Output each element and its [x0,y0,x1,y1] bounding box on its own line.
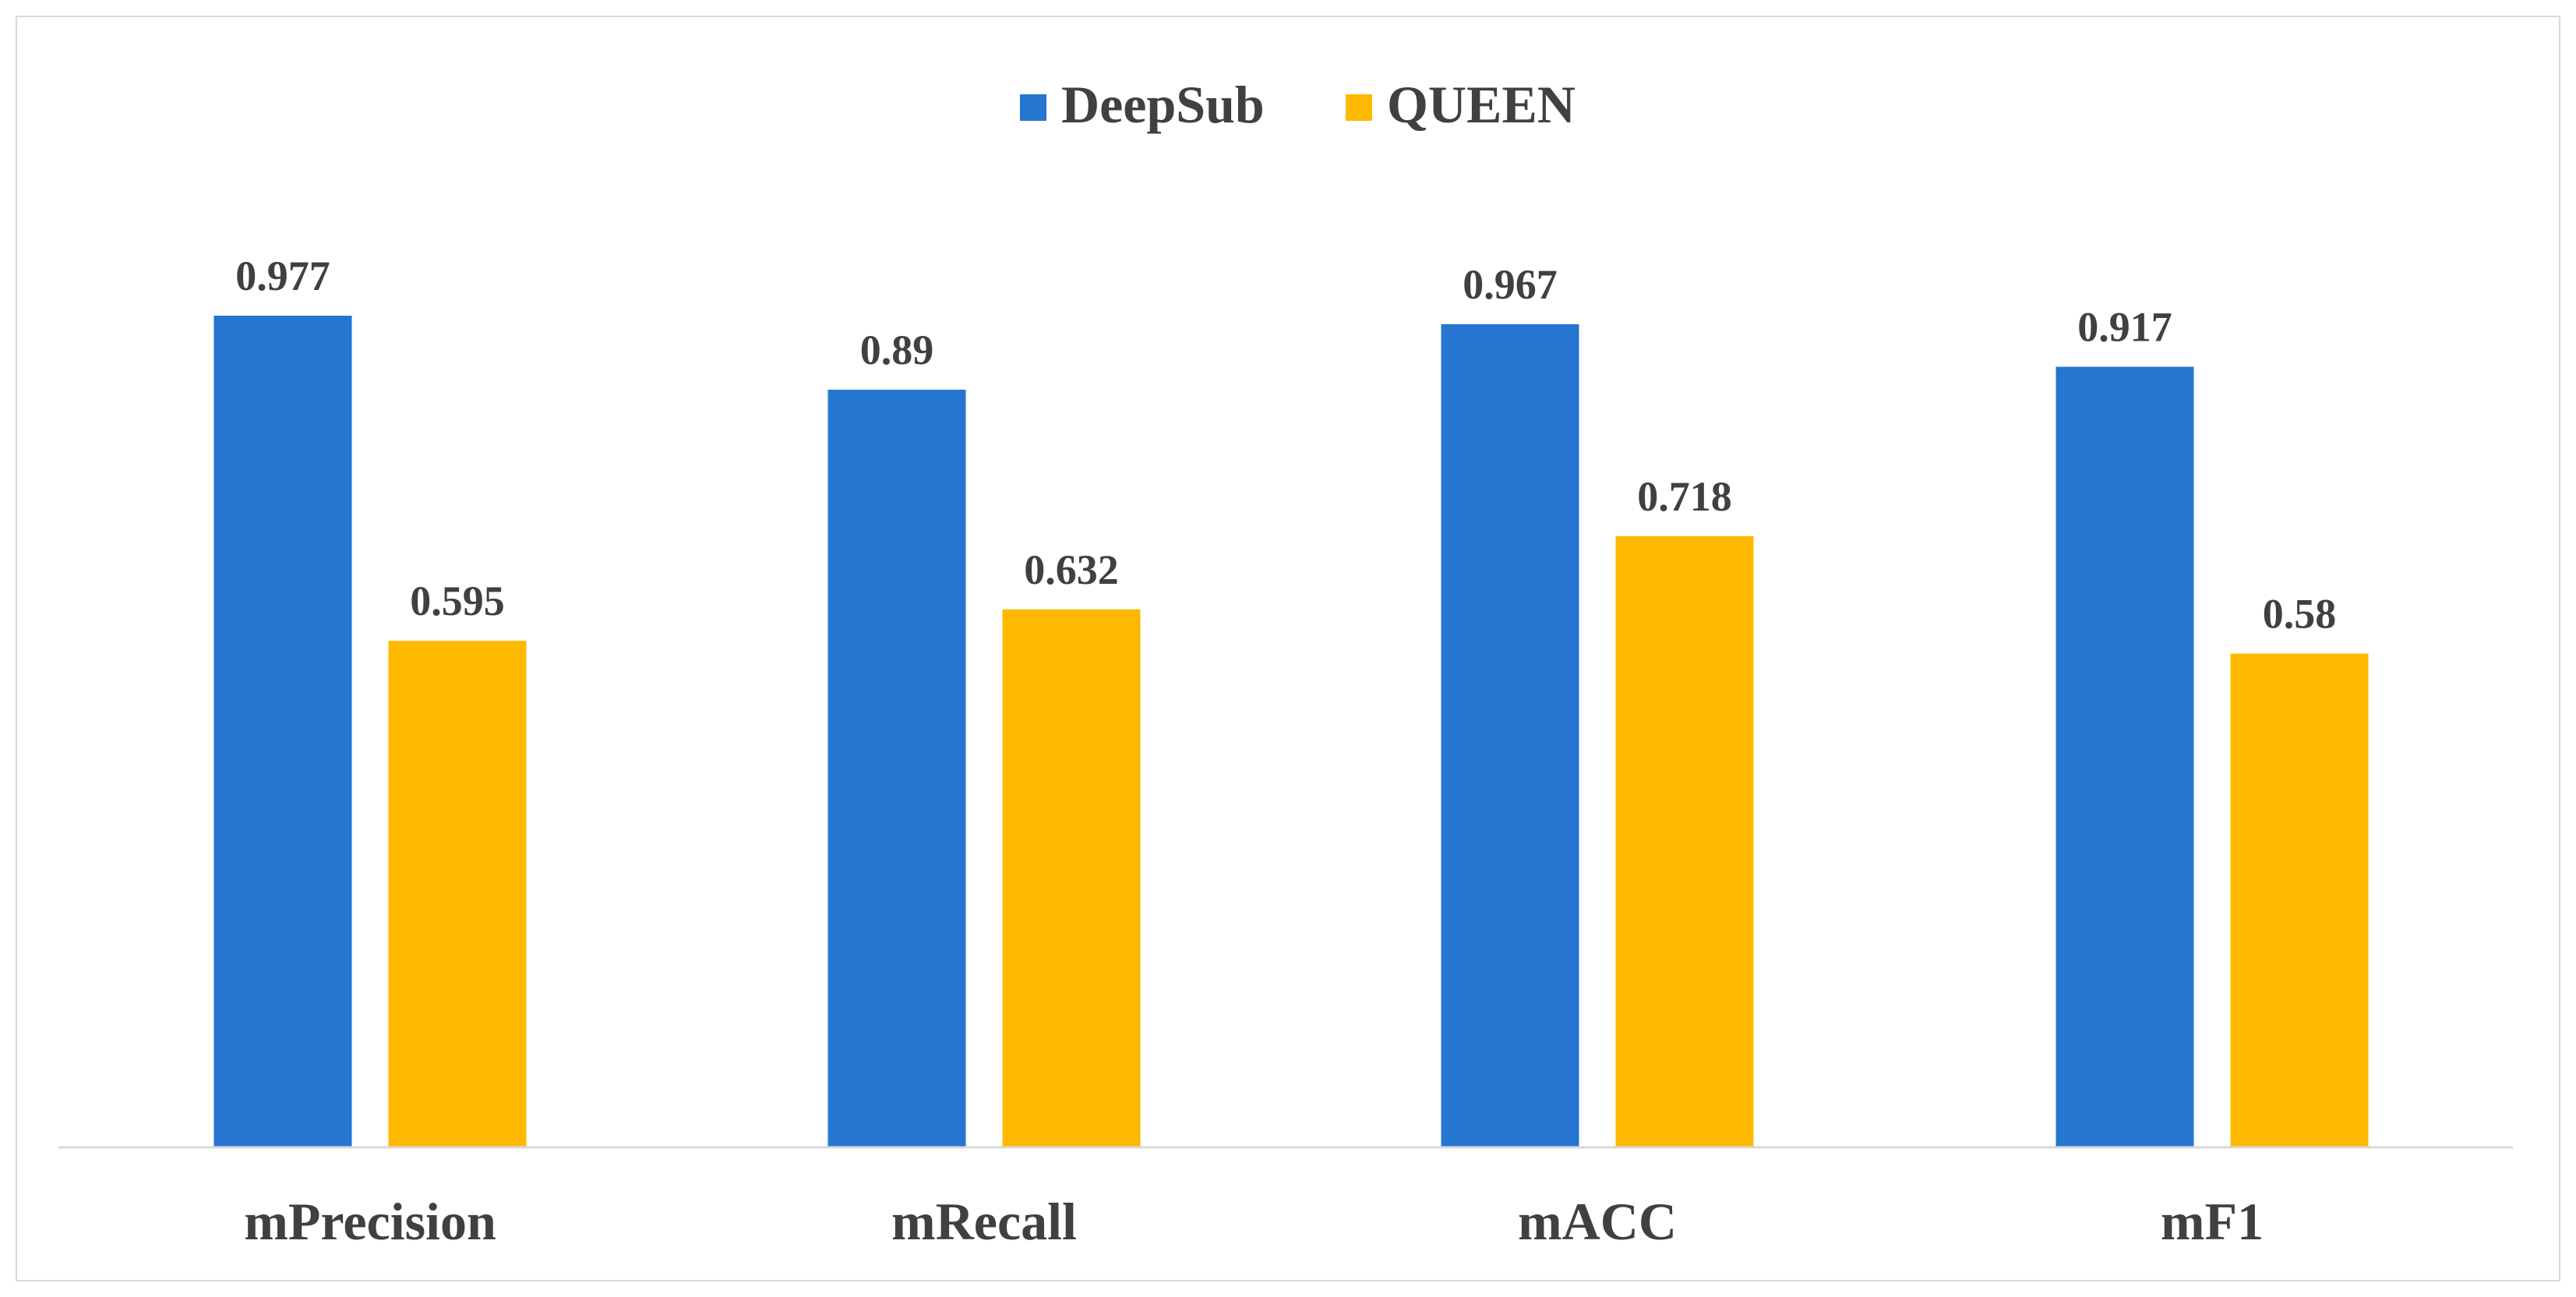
legend-label-deepsub: DeepSub [1061,75,1265,134]
bar-queen-macc [1615,535,1754,1147]
x-tick-label-mprecision: mPrecision [244,1192,496,1251]
legend: DeepSub QUEEN [1020,75,1576,134]
legend-swatch-queen [1346,94,1372,121]
bar-deepsub-mprecision [213,316,352,1147]
x-tick-label-mrecall: mRecall [891,1192,1077,1251]
bar-deepsub-macc [1441,323,1579,1148]
data-label-deepsub-macc: 0.967 [1463,261,1558,308]
legend-label-queen: QUEEN [1387,75,1576,134]
data-label-deepsub-mprecision: 0.977 [235,253,330,299]
data-label-deepsub-mf1: 0.917 [2077,304,2172,351]
bar-deepsub-mrecall [827,390,966,1147]
bar-deepsub-mf1 [2056,366,2194,1148]
data-label-deepsub-mrecall: 0.89 [860,327,934,373]
data-label-queen-mrecall: 0.632 [1024,546,1119,593]
bar-queen-mf1 [2230,653,2369,1147]
data-label-queen-macc: 0.718 [1637,473,1732,520]
data-label-queen-mprecision: 0.595 [410,578,505,624]
x-tick-labels: mPrecision mRecall mACC mF1 [244,1192,2264,1251]
bar-queen-mrecall [1002,609,1141,1147]
x-tick-label-macc: mACC [1518,1192,1677,1251]
data-label-queen-mf1: 0.58 [2263,591,2337,638]
x-tick-label-mf1: mF1 [2161,1192,2264,1251]
bars-group: 0.977 0.595 0.89 0.632 0.967 0.718 0.917 0.58 [213,253,2369,1148]
bar-queen-mprecision [388,641,527,1147]
legend-swatch-deepsub [1020,94,1046,121]
